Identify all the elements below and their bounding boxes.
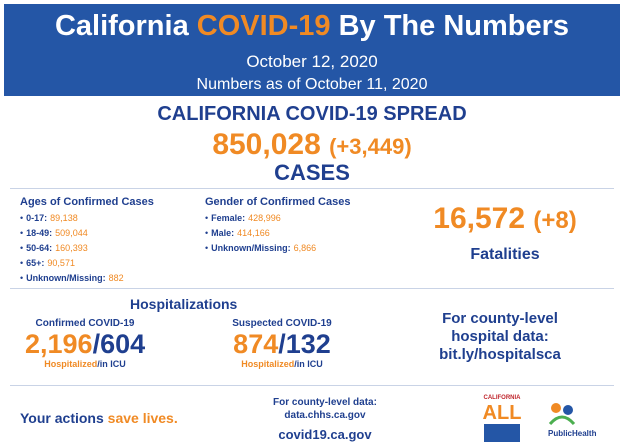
title-part: By The Numbers [338, 10, 570, 42]
sub-icu: /in ICU [294, 359, 323, 369]
bullet: • [205, 228, 209, 238]
item-value: 414,166 [237, 228, 270, 238]
bullet: • [20, 213, 24, 223]
gender-title: Gender of Confirmed Cases [205, 196, 351, 208]
list-item: • 0-17: 89,138 [20, 211, 124, 226]
separator: / [92, 329, 101, 359]
bullet: • [205, 243, 209, 253]
hosp-sub: Hospitalized/in ICU [222, 359, 342, 369]
fatalities-label: Fatalities [470, 246, 540, 263]
item-label: Unknown/Missing: [26, 273, 106, 283]
health-icon [548, 403, 576, 426]
gender-list: • Female: 428,996 • Male: 414,166 • Unknown/Mis… [205, 211, 316, 256]
county-line: hospital data: [451, 328, 549, 345]
item-label: Male: [211, 228, 235, 238]
item-value: 509,044 [55, 228, 88, 238]
cases-change: (+3,449) [329, 134, 412, 159]
save-text: save lives. [107, 410, 178, 426]
icu: 132 [285, 329, 331, 359]
cases: 850,028 [212, 128, 321, 161]
fatalities-change: (+8) [533, 207, 577, 234]
divider [10, 385, 614, 386]
logo-health: PublicHealth [548, 429, 597, 438]
divider [10, 188, 614, 189]
sub-hospitalized: Hospitalized [44, 359, 98, 369]
item-value: 90,571 [47, 258, 75, 268]
sub-hospitalized: Hospitalized [241, 359, 295, 369]
item-value: 428,996 [248, 213, 281, 223]
county-hospital: For county-level hospital data: bit.ly/h… [390, 310, 610, 364]
icu: 604 [100, 329, 146, 359]
item-label: 18-49: [26, 228, 53, 238]
logo-box [484, 424, 520, 442]
hosp-numbers: 2,196/604 [25, 329, 145, 359]
logo-top: CALIFORNIA [483, 395, 521, 401]
bullet: • [20, 243, 24, 253]
county-line: bit.ly/hospitalsca [439, 346, 561, 363]
actions: Your actions save lives. [20, 410, 178, 426]
site: covid19.ca.gov [278, 427, 372, 442]
list-item: • 65+: 90,571 [20, 256, 124, 271]
item-value: 160,393 [55, 243, 88, 253]
header-band [4, 4, 620, 96]
separator: / [278, 329, 286, 359]
hosp-label: Confirmed COVID-19 [35, 318, 135, 329]
county-data-label: For county-level data: [273, 397, 377, 408]
ages-title: Ages of Confirmed Cases [20, 196, 154, 208]
ages-list: • 0-17: 89,138 • 18-49: 509,044 • 50-64: 160,393… [20, 211, 124, 286]
hosp-group: Suspected COVID-19 874/132 Hospitalized/in… [222, 318, 342, 369]
cases-label: CASES [274, 160, 350, 185]
county-line: For county-level [442, 310, 558, 327]
fatalities-line: 16,572 (+8) [400, 202, 610, 236]
title-part: COVID-19 [196, 10, 331, 42]
bullet: • [20, 228, 24, 238]
fatalities-count: 16,572 [433, 202, 526, 235]
county-data-url: data.chhs.ca.gov [284, 410, 366, 421]
hosp-numbers: 874/132 [222, 329, 342, 359]
item-value: 6,866 [293, 243, 317, 253]
item-value: 882 [108, 273, 124, 283]
list-item: • Unknown/Missing: 6,866 [205, 241, 316, 256]
list-item: • Unknown/Missing: 882 [20, 271, 124, 286]
actions-text: Your actions [20, 410, 104, 426]
hosp-group: Confirmed COVID-19 2,196/604 Hospitalized/… [25, 318, 145, 369]
logo-main: ALL [482, 402, 522, 424]
hosp-title: Hospitalizations [130, 296, 238, 312]
hospitalized: 2,196 [25, 329, 93, 359]
item-label: 0-17: [26, 213, 48, 223]
as-of: Numbers as of October 11, 2020 [196, 76, 428, 93]
spread-title: CALIFORNIA COVID-19 SPREAD [157, 103, 467, 125]
item-label: Female: [211, 213, 246, 223]
item-label: 65+: [26, 258, 45, 268]
date: October 12, 2020 [246, 52, 378, 71]
title-part: California [54, 10, 189, 42]
item-value: 89,138 [50, 213, 78, 223]
item-label: Unknown/Missing: [211, 243, 291, 253]
item-label: 50-64: [26, 243, 53, 253]
title: California COVID-19 By The Numbers [4, 10, 620, 43]
sub-icu: /in ICU [97, 359, 126, 369]
county-data: For county-level data: data.chhs.ca.gov [230, 396, 420, 422]
bullet: • [20, 273, 24, 283]
hosp-sub: Hospitalized/in ICU [25, 359, 145, 369]
divider [10, 288, 614, 289]
bullet: • [20, 258, 24, 268]
list-item: • 18-49: 509,044 [20, 226, 124, 241]
list-item: • 50-64: 160,393 [20, 241, 124, 256]
hosp-label: Suspected COVID-19 [232, 318, 332, 329]
list-item: • Female: 428,996 [205, 211, 316, 226]
hospitalized: 874 [233, 329, 279, 359]
bullet: • [205, 213, 209, 223]
list-item: • Male: 414,166 [205, 226, 316, 241]
cases-line: 850,028 (+3,449) [0, 128, 624, 162]
